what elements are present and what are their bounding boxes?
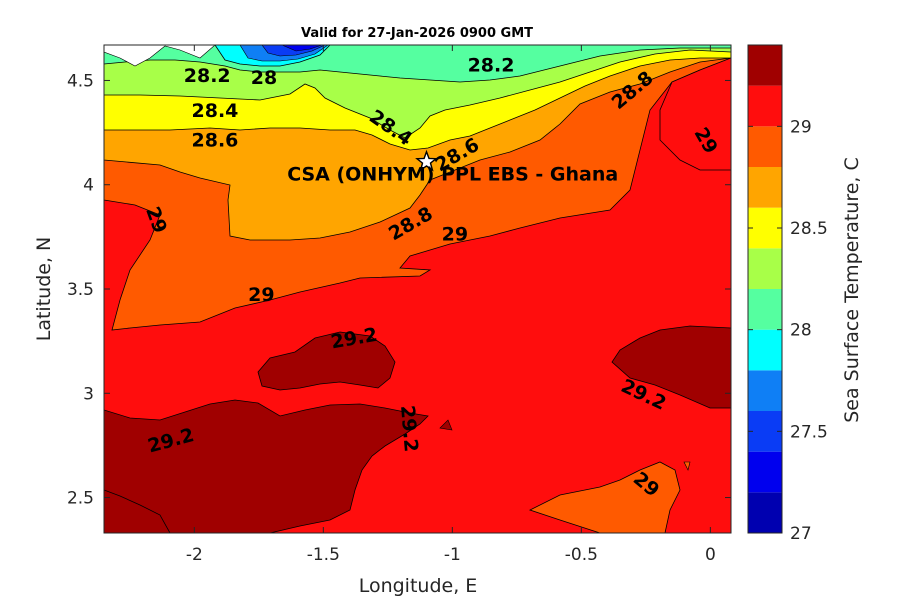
y-tick-label: 4 <box>83 176 94 196</box>
no-data-region <box>104 45 216 67</box>
colorbar-swatch <box>748 167 782 208</box>
x-tick-label: -1 <box>444 545 461 565</box>
contour-fill-layer <box>104 45 731 533</box>
y-axis-label: Latitude, N <box>33 237 55 342</box>
contour-label: 28.2 <box>184 65 231 87</box>
contour-label: 28.4 <box>192 100 239 122</box>
site-marker: CSA (ONHYM) PPL EBS - Ghana <box>287 149 618 186</box>
colorbar-swatch <box>748 451 782 493</box>
site-label: CSA (ONHYM) PPL EBS - Ghana <box>287 164 618 186</box>
colorbar-tick-label: 28.5 <box>790 219 828 239</box>
y-tick-label: 4.5 <box>67 71 94 91</box>
x-tick-label: -2 <box>186 545 203 565</box>
colorbar-tick-label: 27 <box>790 524 812 544</box>
y-tick-label: 2.5 <box>67 489 94 509</box>
colorbar-swatch <box>748 411 782 452</box>
chart-title: Valid for 27-Jan-2026 0900 GMT <box>301 26 533 41</box>
contour-label: 29.2 <box>396 404 422 453</box>
contour-label: 29 <box>248 284 274 306</box>
x-axis-label: Longitude, E <box>359 575 478 597</box>
colorbar-swatch <box>748 45 782 86</box>
colorbar-swatch <box>748 248 782 289</box>
colorbar-tick-label: 29 <box>790 117 812 137</box>
band-29p2-east <box>611 325 731 409</box>
axis-ticks: -2 -1.5 -1 -0.5 0 4.5 4 3.5 3 2.5 <box>67 45 731 565</box>
contour-label: 28.2 <box>468 54 515 76</box>
colorbar-label: Sea Surface Temperature, C <box>841 157 863 423</box>
colorbar-swatch <box>748 492 782 533</box>
colorbar-swatch <box>748 370 782 411</box>
colorbar-tick-label: 28 <box>790 321 812 341</box>
band-28p8-se-spot <box>683 461 691 471</box>
band-28p8-se <box>528 461 681 533</box>
y-tick-label: 3.5 <box>67 280 94 300</box>
contour-label: 28.6 <box>192 129 239 151</box>
x-tick-label: -1.5 <box>307 545 340 565</box>
colorbar-tick-label: 27.5 <box>790 422 828 442</box>
band-29p0-ne <box>659 57 731 171</box>
y-tick-label: 3 <box>83 384 94 404</box>
colorbar-swatch <box>748 329 782 371</box>
colorbar-swatch <box>748 207 782 249</box>
band-29p2-sw-edge <box>104 489 171 533</box>
band-29p2-sw <box>104 399 429 533</box>
band-27p2 <box>281 45 323 52</box>
band-29p2-center <box>257 331 396 391</box>
colorbar-swatch <box>748 289 782 330</box>
contour-label: 28 <box>251 67 277 89</box>
colorbar-swatch <box>748 126 782 167</box>
contour-label: 29 <box>442 223 468 245</box>
star-icon <box>415 149 438 172</box>
x-tick-label: 0 <box>705 545 716 565</box>
colorbar: 29 28.5 28 27.5 27 <box>747 44 828 544</box>
colorbar-swatch <box>748 85 782 127</box>
x-tick-label: -0.5 <box>565 545 598 565</box>
band-29p2-spot <box>439 419 453 431</box>
colorbar-frame <box>747 44 783 534</box>
